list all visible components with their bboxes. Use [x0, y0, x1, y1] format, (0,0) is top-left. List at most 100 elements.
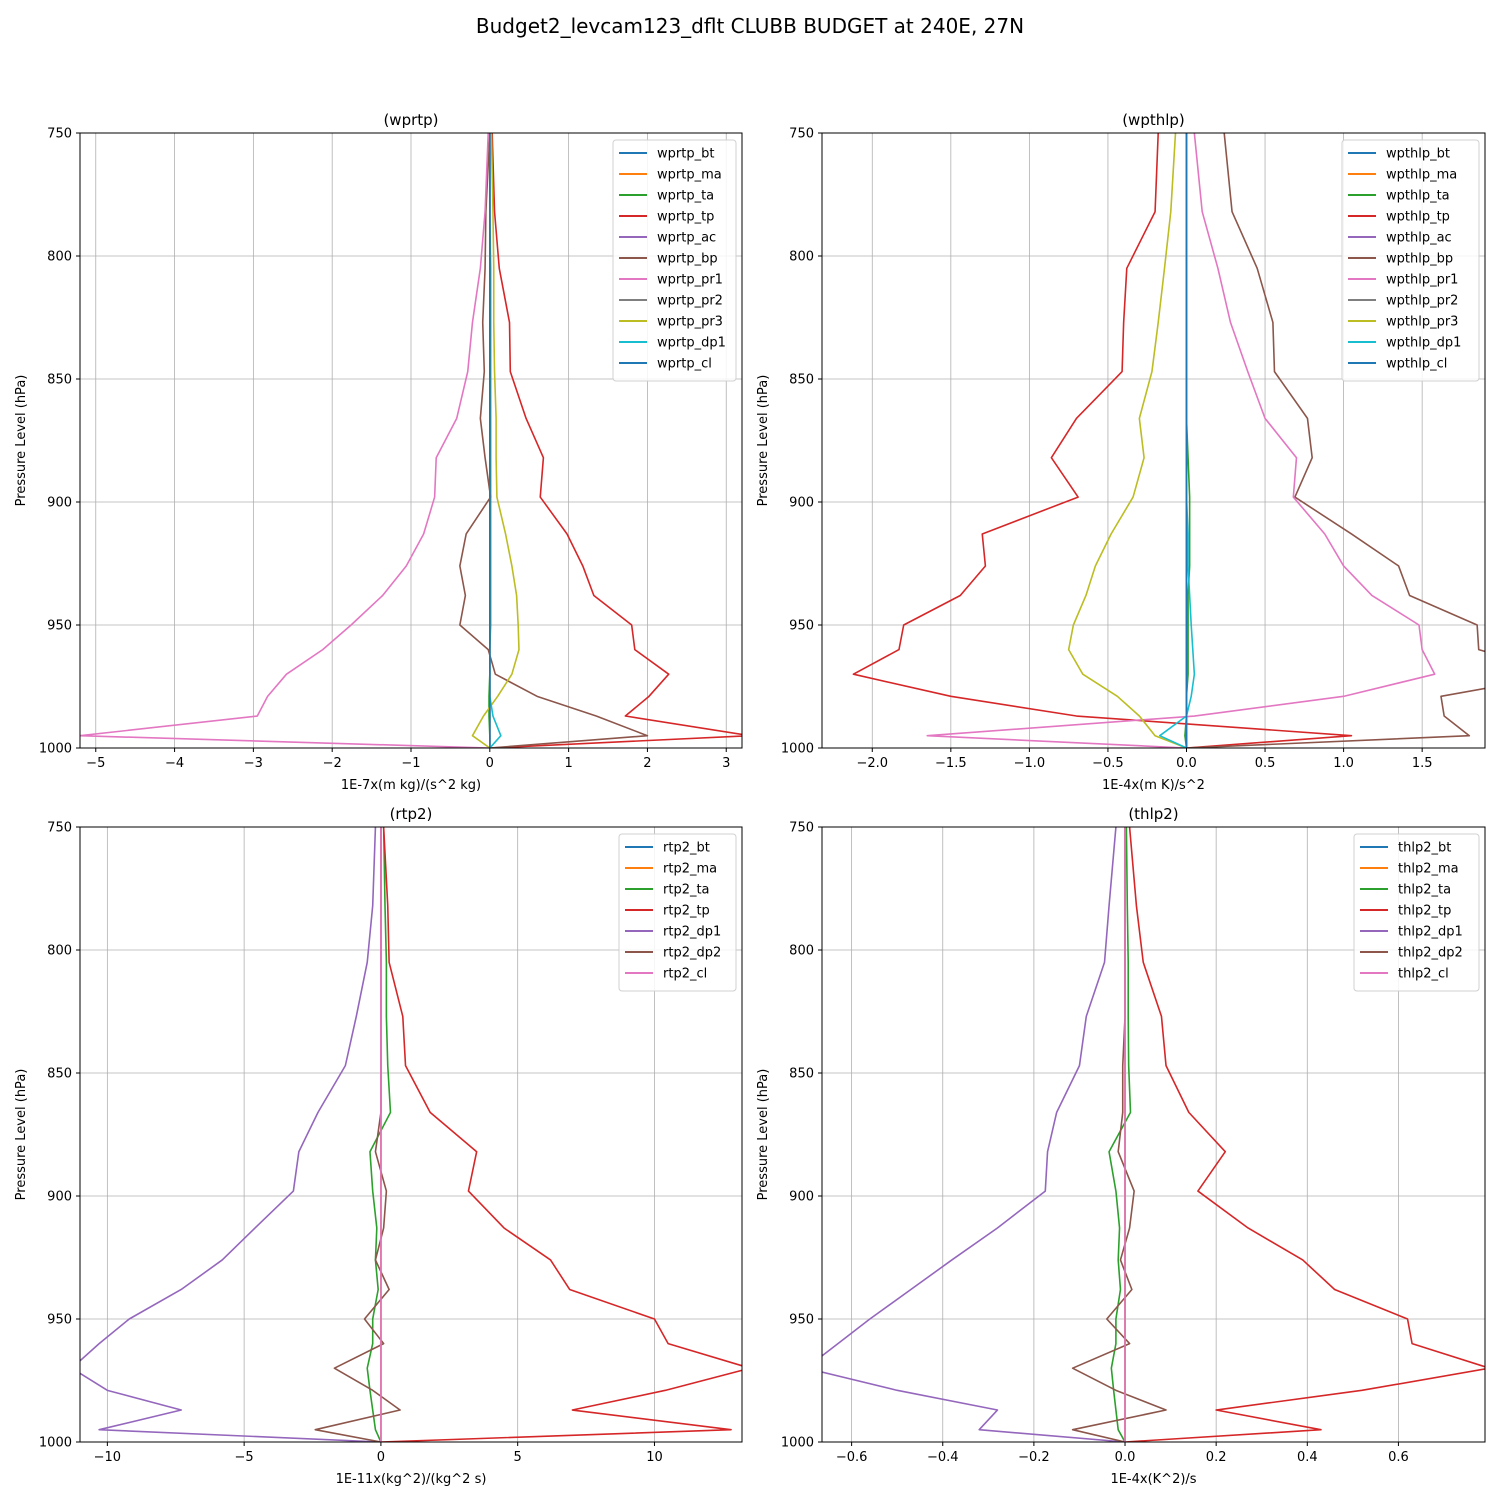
legend-label-wpthlp_ta: wpthlp_ta	[1386, 189, 1450, 204]
plot-frame	[79, 826, 743, 1443]
y-tick-label: 750	[789, 821, 814, 836]
y-tick-label: 800	[789, 944, 814, 959]
figure-title: Budget2_levcam123_dflt CLUBB BUDGET at 2…	[475, 14, 1025, 38]
y-tick-label: 900	[789, 1190, 814, 1205]
legend: wprtp_bt wprtp_ma wprtp_ta wprtp_tp wprtp_ac…	[612, 139, 737, 382]
x-tick-label: −2.0	[856, 756, 888, 771]
series-line-wpthlp_bp	[1186, 133, 1485, 748]
y-tick-label: 900	[47, 496, 72, 511]
legend-label-wprtp_tp: wprtp_tp	[657, 210, 714, 225]
y-axis-label: Pressure Level (hPa)	[756, 375, 771, 507]
series-line-wpthlp_tp	[852, 133, 1353, 748]
chart-panel-wprtp: −5 −4 −3 −2 −1 0 1 2 3 750 800 850 900 950 1000 (wprtp)…	[14, 111, 743, 793]
y-tick-label: 1000	[781, 1436, 814, 1451]
legend-label-wpthlp_bp: wpthlp_bp	[1386, 252, 1453, 267]
y-tick-label: 800	[789, 250, 814, 265]
series-line-thlp2_dp1	[822, 827, 1126, 1442]
x-axis-label: 1E-4x(K^2)/s	[1110, 1472, 1196, 1487]
x-tick-label: −1	[401, 756, 420, 771]
x-tick-label: −3	[244, 756, 263, 771]
chart-panel-wpthlp: −2.0 −1.5 −1.0 −0.5 0.0 0.5 1.0 1.5 750 800 850 900…	[756, 111, 1486, 793]
x-tick-label: −2	[323, 756, 342, 771]
legend-label-wprtp_pr1: wprtp_pr1	[657, 273, 723, 288]
legend-label-rtp2_cl: rtp2_cl	[663, 967, 707, 982]
legend-label-wprtp_pr2: wprtp_pr2	[657, 294, 723, 309]
x-tick-label: 1	[564, 756, 572, 771]
x-axis-label: 1E-4x(m K)/s^2	[1102, 778, 1205, 793]
y-tick-label: 950	[47, 1313, 72, 1328]
y-tick-label: 850	[47, 1067, 72, 1082]
legend: thlp2_bt thlp2_ma thlp2_ta thlp2_tp thlp2_dp…	[1353, 833, 1480, 992]
plot-frame	[821, 132, 1486, 749]
x-tick-label: −1.5	[935, 756, 967, 771]
legend-label-wprtp_dp1: wprtp_dp1	[657, 336, 726, 351]
series-line-thlp2_tp	[1124, 827, 1485, 1442]
x-tick-label: 2	[643, 756, 651, 771]
y-tick-label: 900	[789, 496, 814, 511]
legend-label-thlp2_tp: thlp2_tp	[1398, 904, 1451, 919]
x-tick-label: −0.6	[836, 1450, 868, 1465]
y-axis-label: Pressure Level (hPa)	[14, 375, 29, 507]
series-line-rtp2_tp	[380, 827, 742, 1442]
x-tick-label: 0.4	[1297, 1450, 1318, 1465]
series-line-thlp2_ta	[1108, 827, 1132, 1442]
y-tick-label: 950	[789, 1313, 814, 1328]
series-line-wprtp_tp	[489, 133, 742, 748]
x-tick-label: −0.4	[927, 1450, 959, 1465]
x-tick-label: 0.2	[1206, 1450, 1227, 1465]
x-tick-label: 3	[722, 756, 730, 771]
legend-label-wpthlp_bt: wpthlp_bt	[1386, 147, 1450, 162]
legend-label-wprtp_cl: wprtp_cl	[657, 357, 712, 372]
legend-label-thlp2_cl: thlp2_cl	[1398, 967, 1449, 982]
x-tick-label: 1.5	[1412, 756, 1433, 771]
y-tick-label: 950	[47, 619, 72, 634]
legend-label-thlp2_ma: thlp2_ma	[1398, 862, 1459, 877]
legend: rtp2_bt rtp2_ma rtp2_ta rtp2_tp rtp2_dp1 rtp2…	[618, 833, 737, 992]
x-tick-label: 0	[486, 756, 494, 771]
legend-label-rtp2_dp1: rtp2_dp1	[663, 925, 721, 940]
legend-label-wpthlp_dp1: wpthlp_dp1	[1386, 336, 1461, 351]
legend-label-rtp2_ta: rtp2_ta	[663, 883, 710, 898]
legend-label-thlp2_ta: thlp2_ta	[1398, 883, 1451, 898]
legend-label-wprtp_ac: wprtp_ac	[657, 231, 716, 246]
legend-label-thlp2_dp2: thlp2_dp2	[1398, 946, 1463, 961]
y-tick-label: 750	[47, 821, 72, 836]
y-tick-label: 1000	[781, 742, 814, 757]
series-line-wprtp_bp	[459, 133, 649, 748]
series-line-wpthlp_dp1	[1158, 133, 1196, 748]
legend-label-wprtp_bp: wprtp_bp	[657, 252, 718, 267]
chart-title: (rtp2)	[390, 805, 433, 823]
y-tick-label: 800	[47, 250, 72, 265]
y-tick-label: 850	[789, 373, 814, 388]
x-tick-label: 0.0	[1176, 756, 1197, 771]
chart-panel-rtp2: −10 −5 0 5 10 750 800 850 900 950 1000 (rtp2) 1E-11x…	[14, 805, 743, 1487]
legend-label-thlp2_dp1: thlp2_dp1	[1398, 925, 1463, 940]
legend-label-wpthlp_ac: wpthlp_ac	[1386, 231, 1452, 246]
y-tick-label: 1000	[39, 1436, 72, 1451]
y-tick-label: 750	[47, 127, 72, 142]
x-tick-label: 0.6	[1388, 1450, 1409, 1465]
legend-label-wpthlp_ma: wpthlp_ma	[1386, 168, 1457, 183]
legend-label-rtp2_bt: rtp2_bt	[663, 841, 710, 856]
x-tick-label: −4	[165, 756, 184, 771]
y-tick-label: 850	[47, 373, 72, 388]
legend-label-rtp2_dp2: rtp2_dp2	[663, 946, 721, 961]
series-line-wpthlp_pr1	[926, 133, 1436, 748]
legend-label-wpthlp_pr3: wpthlp_pr3	[1386, 315, 1458, 330]
x-tick-label: 1.0	[1333, 756, 1354, 771]
legend-label-thlp2_bt: thlp2_bt	[1398, 841, 1451, 856]
legend-label-wprtp_bt: wprtp_bt	[657, 147, 714, 162]
y-tick-label: 850	[789, 1067, 814, 1082]
chart-title: (wpthlp)	[1122, 111, 1185, 129]
legend-label-wpthlp_cl: wpthlp_cl	[1386, 357, 1447, 372]
x-tick-label: 5	[514, 1450, 522, 1465]
chart-title: (wprtp)	[383, 111, 438, 129]
y-tick-label: 1000	[39, 742, 72, 757]
x-tick-label: 0	[377, 1450, 385, 1465]
legend-label-wprtp_pr3: wprtp_pr3	[657, 315, 723, 330]
x-tick-label: −5	[235, 1450, 254, 1465]
legend-label-rtp2_ma: rtp2_ma	[663, 862, 717, 877]
series-line-wprtp_pr1	[80, 133, 490, 748]
chart-title: (thlp2)	[1128, 805, 1178, 823]
